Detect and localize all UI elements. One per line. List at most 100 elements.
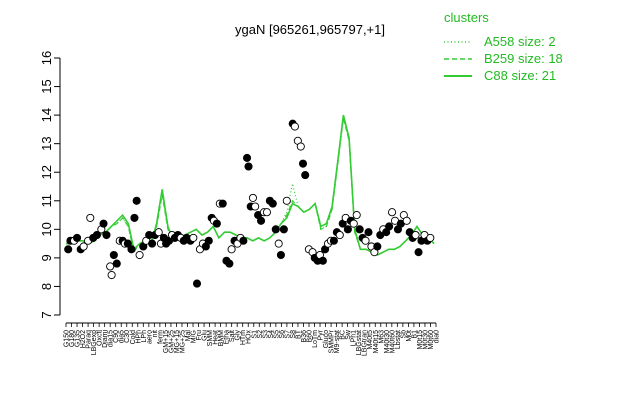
x-tick-label: M9-stat xyxy=(334,330,341,353)
data-point xyxy=(426,233,435,242)
x-tick-label: G135 xyxy=(75,330,82,347)
data-point xyxy=(318,256,327,265)
data-point xyxy=(99,219,108,228)
legend-entry: C88 size: 21 xyxy=(484,68,556,83)
x-tick-label: SMMPr xyxy=(329,329,336,353)
x-tick-label: Cold xyxy=(130,330,137,345)
x-tick-label: B36 xyxy=(301,330,308,343)
data-point xyxy=(130,213,139,222)
x-tick-label: LBGexp xyxy=(91,330,98,355)
data-point xyxy=(343,225,352,234)
data-point xyxy=(123,239,132,248)
x-tick-label: Paraq xyxy=(86,330,93,349)
x-tick-label: MG+15 xyxy=(174,330,181,353)
data-point xyxy=(414,248,423,257)
data-point xyxy=(349,219,358,228)
legend: clusters A558 size: 2 B259 size: 18 C88 siz… xyxy=(444,10,563,83)
data-point xyxy=(127,245,136,254)
x-tick-label: GM+25 xyxy=(168,330,175,353)
x-tick-label: Gly xyxy=(235,330,242,341)
x-tick-label: nit xyxy=(152,330,159,337)
data-point xyxy=(279,225,288,234)
data-point xyxy=(244,162,253,171)
y-tick-label: 9 xyxy=(39,254,54,261)
data-point xyxy=(102,230,111,240)
data-point xyxy=(248,193,257,202)
data-point xyxy=(296,142,305,151)
x-tick-label: C30 xyxy=(124,330,131,343)
data-point xyxy=(64,245,73,254)
x-tick-label: Fru xyxy=(196,330,203,341)
y-tick-label: 13 xyxy=(39,136,54,150)
x-tick-label: S7 xyxy=(284,330,291,339)
x-tick-label: Salt xyxy=(229,330,236,342)
y-axis: 7 8 9 10 11 12 13 14 15 16 xyxy=(39,51,61,319)
data-point xyxy=(364,228,373,237)
data-point xyxy=(271,225,280,234)
x-tick-label: dia15 xyxy=(108,330,115,347)
y-tick-label: 14 xyxy=(39,108,54,122)
data-point xyxy=(301,171,310,180)
data-point xyxy=(298,159,308,168)
y-tick-label: 12 xyxy=(39,165,54,179)
y-tick-label: 15 xyxy=(39,79,54,93)
x-tick-label: S5 xyxy=(273,330,280,339)
x-tick-label: LBGtran xyxy=(362,330,369,356)
data-point xyxy=(227,245,236,254)
x-tick-label: H2O2 xyxy=(80,330,87,348)
x-tick-label: B1 xyxy=(411,330,418,339)
data-point xyxy=(79,242,88,251)
data-point xyxy=(132,196,141,205)
y-tick-label: 8 xyxy=(39,283,54,290)
x-tick-label: M0t60 xyxy=(428,330,435,350)
data-point xyxy=(225,259,234,268)
x-tick-label: dia0 xyxy=(434,330,441,343)
x-tick-label: M40t15 xyxy=(373,330,380,353)
x-tick-label: Oxctl xyxy=(97,330,104,346)
y-tick-label: 16 xyxy=(39,51,54,65)
data-point xyxy=(251,202,260,211)
x-tick-label: C90 xyxy=(113,330,120,343)
x-tick-label: Mal xyxy=(185,330,192,342)
y-tick-label: 10 xyxy=(39,222,54,236)
data-point xyxy=(106,262,115,271)
x-tick-label: M40t5 xyxy=(367,330,374,350)
x-tick-label: BC xyxy=(340,330,347,340)
x-tick-label: S6 xyxy=(279,330,286,339)
x-tick-label: LPh xyxy=(141,330,148,343)
x-tick-label: BT xyxy=(295,329,302,339)
x-tick-label: S3 xyxy=(262,330,269,339)
x-tick-label: Diami xyxy=(102,330,109,348)
data-point xyxy=(355,225,364,234)
x-tick-label: M0t15 xyxy=(417,330,424,350)
data-point xyxy=(189,233,198,242)
data-point xyxy=(112,259,121,268)
data-point xyxy=(92,230,101,240)
data-point xyxy=(290,122,299,131)
data-point xyxy=(361,236,370,245)
data-point xyxy=(262,208,271,217)
data-point xyxy=(204,236,213,245)
data-point xyxy=(86,213,95,222)
data-point xyxy=(402,216,411,225)
x-tick-label: HOx xyxy=(246,330,253,345)
x-tick-label: SMM xyxy=(207,330,214,347)
data-point xyxy=(352,211,361,220)
x-tick-label: LBGstat xyxy=(356,330,363,355)
x-tick-label: dia5 xyxy=(119,330,126,343)
data-point xyxy=(329,236,338,245)
data-point xyxy=(109,250,118,260)
y-tick-label: 11 xyxy=(39,194,54,208)
data-point xyxy=(268,199,277,208)
data-point xyxy=(239,236,248,245)
data-point xyxy=(192,279,202,288)
y-tick-label: 7 xyxy=(39,311,54,318)
x-tick-label: Gluco xyxy=(323,330,330,348)
x-tick-label: Etha xyxy=(224,330,231,345)
x-tick-label: M/G xyxy=(191,330,198,343)
x-tick-label: S1 xyxy=(251,330,258,339)
x-tick-label: LoTm xyxy=(312,330,319,348)
x-tick-label: HTm xyxy=(240,330,247,345)
data-point xyxy=(154,228,163,237)
